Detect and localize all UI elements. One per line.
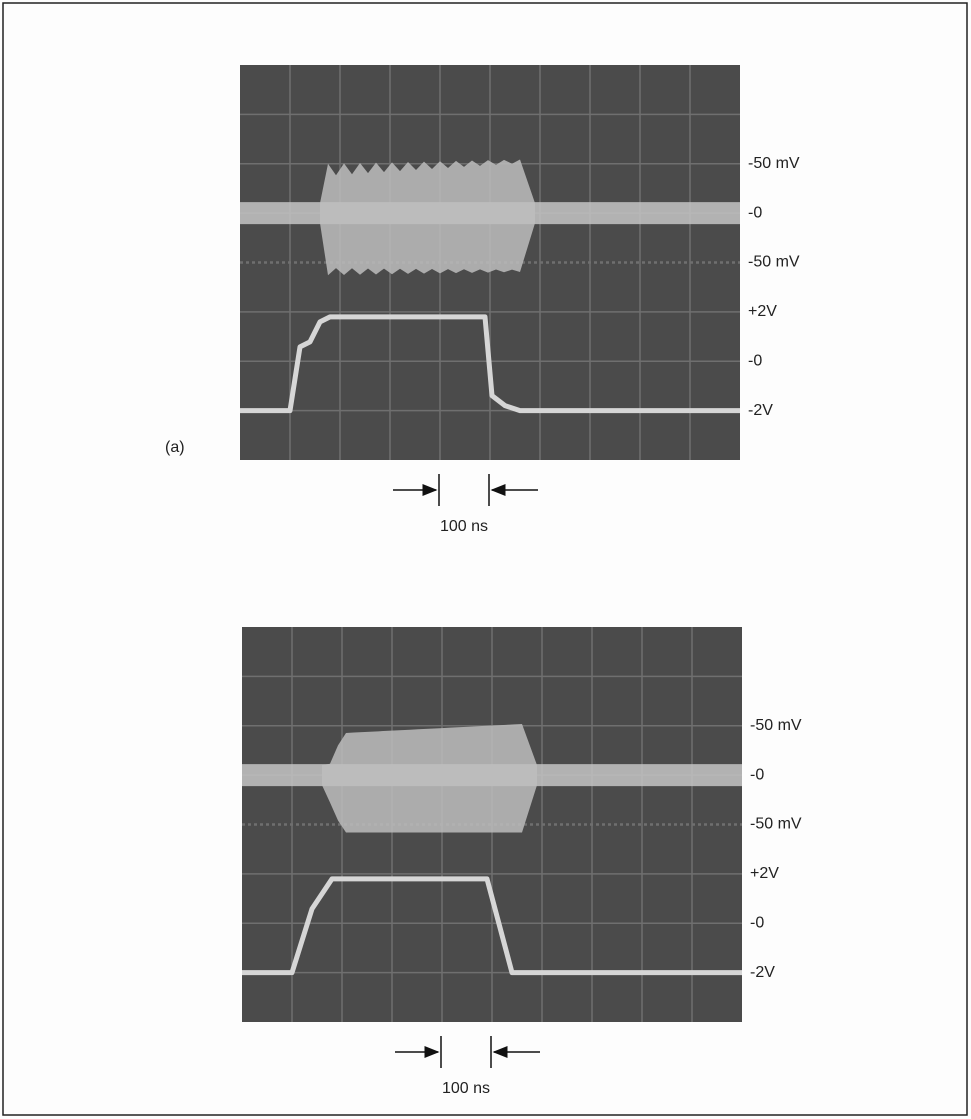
scale-label: -50 mV xyxy=(748,254,800,271)
scale-label: -0 xyxy=(748,352,762,369)
scale-label: -2V xyxy=(748,402,773,419)
scale-label: -2V xyxy=(750,964,775,981)
scale-label: -50 mV xyxy=(750,816,802,833)
time-label: 100 ns xyxy=(440,518,488,535)
scale-label: -50 mV xyxy=(748,155,800,172)
figure: -50 mV -0 -50 mV +2V -0 -2V (a) 100 ns -50 mV -0 -… xyxy=(0,0,971,1119)
scale-label: -0 xyxy=(750,914,764,931)
page: -50 mV -0 -50 mV +2V -0 -2V (a) 100 ns -50 mV -0 -… xyxy=(0,0,971,1119)
scale-label: +2V xyxy=(748,303,777,320)
scale-label: -0 xyxy=(750,766,764,783)
rf-burst xyxy=(320,159,535,275)
time-label: 100 ns xyxy=(442,1080,490,1097)
rf-burst xyxy=(322,724,537,832)
scale-label: -50 mV xyxy=(750,717,802,734)
scale-label: -0 xyxy=(748,204,762,221)
scale-label: +2V xyxy=(750,865,779,882)
panel-label: (a) xyxy=(165,439,185,456)
